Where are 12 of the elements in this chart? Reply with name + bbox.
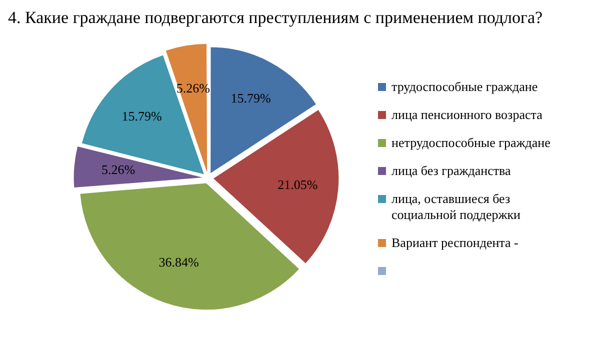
chart-title: 4. Какие граждане подвергаются преступлениям с применением подлога? (8, 8, 544, 28)
legend-label: нетрудоспособные граждане (392, 135, 550, 151)
data-label: 15.79% (121, 108, 162, 124)
data-label: 21.05% (277, 176, 318, 192)
legend-label: Вариант респондента - (392, 235, 518, 251)
legend-label: трудоспособные граждане (392, 79, 538, 95)
data-label: 15.79% (230, 90, 271, 106)
legend-label: лица пенсионного возраста (392, 107, 542, 123)
data-label: 5.26% (101, 162, 135, 177)
legend-label: лица без гражданства (392, 163, 511, 179)
data-label: 36.84% (158, 254, 198, 270)
legend-label: лица, оставшиеся без социальной поддержки (392, 191, 522, 223)
